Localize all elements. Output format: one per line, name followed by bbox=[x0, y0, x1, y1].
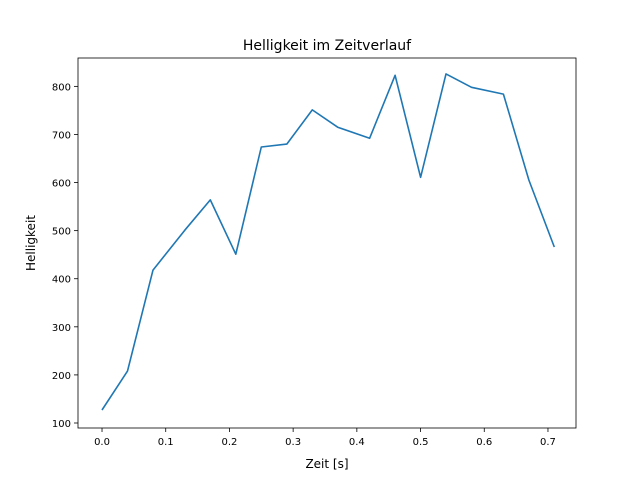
y-tick-label: 600 bbox=[52, 179, 71, 190]
y-tick-label: 800 bbox=[52, 82, 71, 93]
y-tick-label: 300 bbox=[52, 323, 71, 334]
y-tick-label: 700 bbox=[52, 130, 71, 141]
plot-frame bbox=[78, 58, 576, 428]
x-tick-label: 0.1 bbox=[158, 437, 174, 448]
x-tick-label: 0.2 bbox=[221, 437, 237, 448]
y-tick-label: 400 bbox=[52, 275, 71, 286]
x-tick-label: 0.6 bbox=[476, 437, 492, 448]
chart-title: Helligkeit im Zeitverlauf bbox=[243, 38, 412, 54]
x-tick-label: 0.7 bbox=[540, 437, 556, 448]
y-tick-label: 100 bbox=[52, 419, 71, 430]
x-tick-label: 0.5 bbox=[413, 437, 429, 448]
x-axis-label: Zeit [s] bbox=[305, 457, 348, 471]
x-tick-label: 0.4 bbox=[349, 437, 365, 448]
y-axis-label: Helligkeit bbox=[24, 215, 38, 271]
x-tick-label: 0.3 bbox=[285, 437, 301, 448]
y-tick-label: 200 bbox=[52, 371, 71, 382]
y-tick-label: 500 bbox=[52, 227, 71, 238]
series-line-helligkeit bbox=[102, 74, 554, 410]
x-tick-label: 0.0 bbox=[94, 437, 110, 448]
